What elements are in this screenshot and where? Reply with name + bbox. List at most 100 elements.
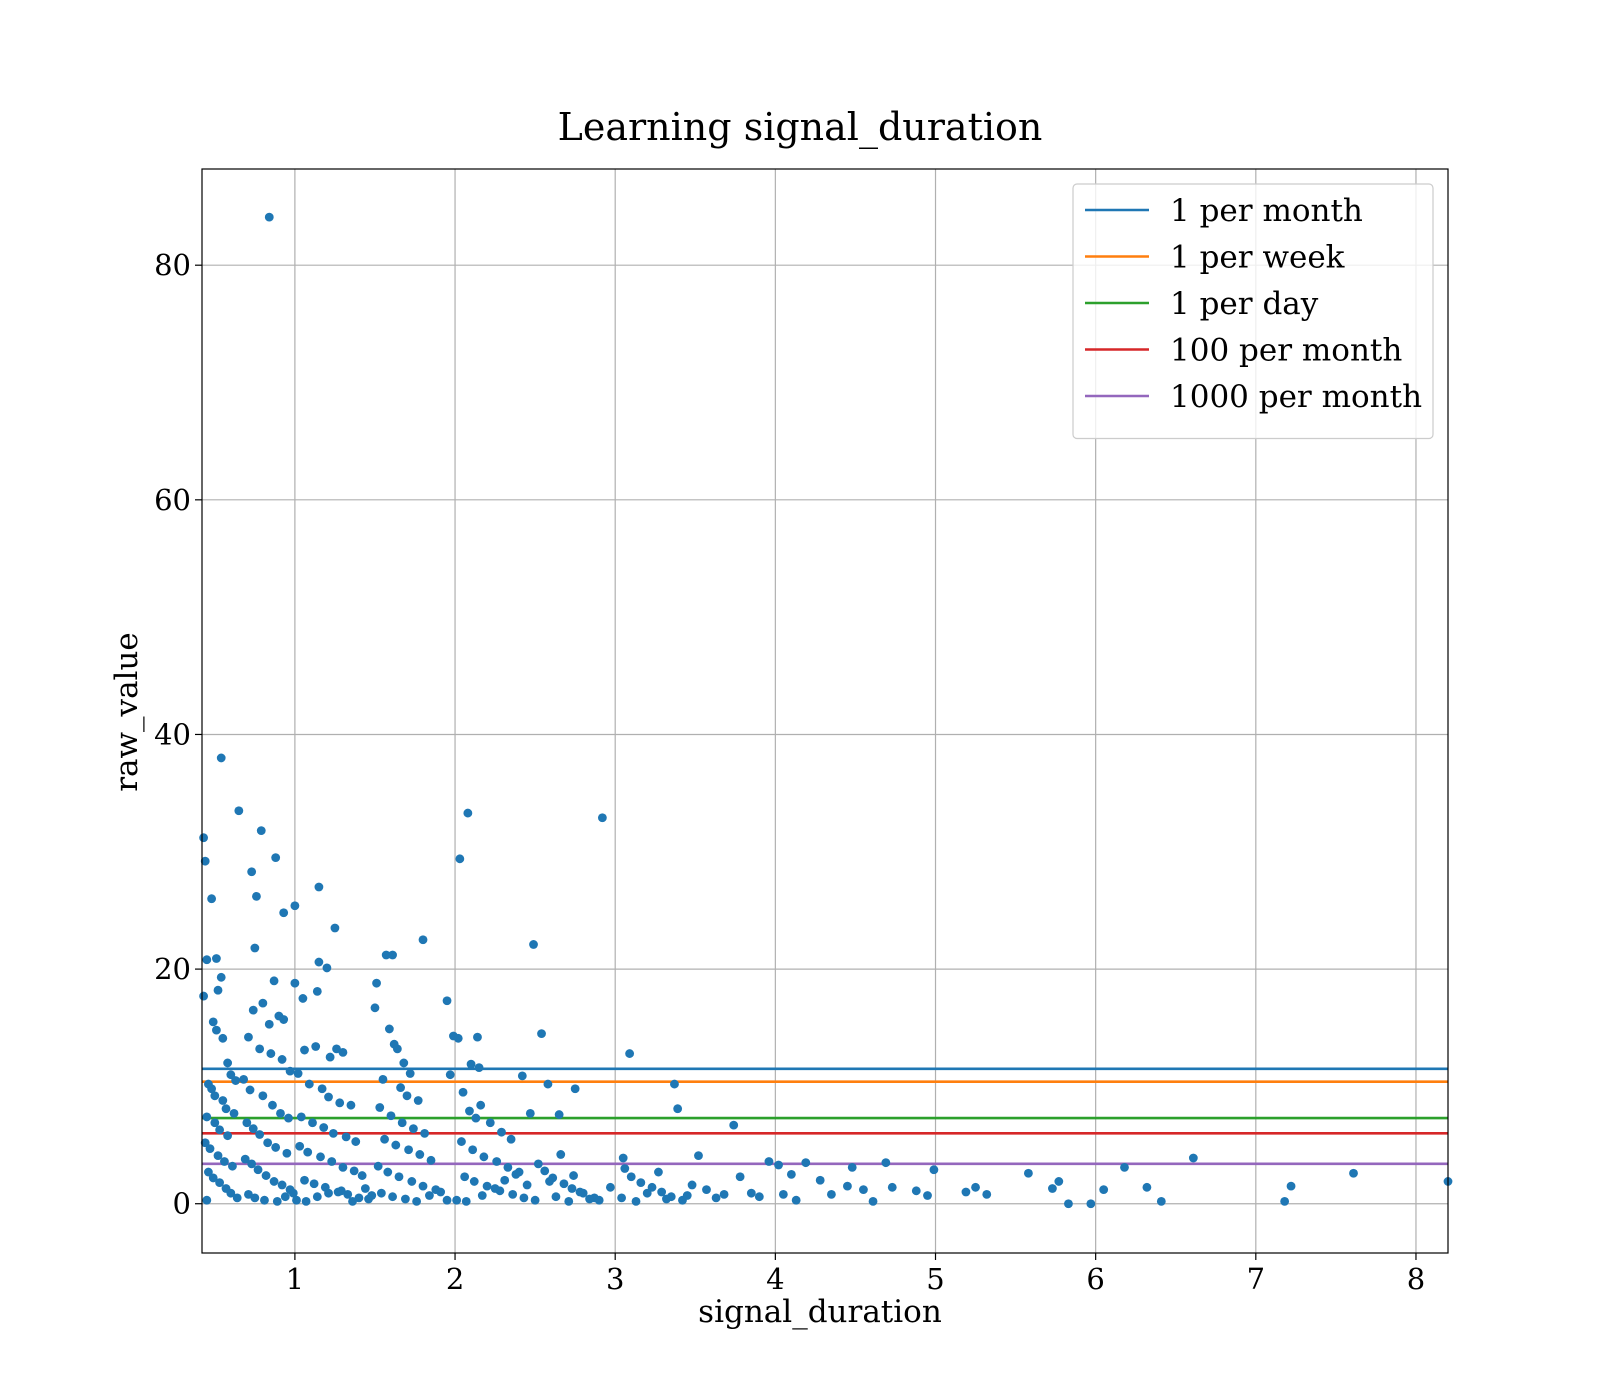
data-point xyxy=(240,1154,250,1164)
data-point xyxy=(226,1070,236,1080)
data-point xyxy=(868,1196,878,1206)
data-point xyxy=(479,1152,489,1162)
data-point xyxy=(348,1196,357,1206)
data-point xyxy=(221,1104,231,1114)
data-point xyxy=(311,1042,321,1051)
data-point xyxy=(357,1171,367,1180)
data-point xyxy=(292,1195,301,1205)
data-point xyxy=(815,1175,825,1185)
data-point xyxy=(244,1189,253,1199)
data-point xyxy=(324,1188,333,1198)
x-tick-label: 2 xyxy=(446,1262,464,1296)
data-point xyxy=(597,813,607,823)
data-point xyxy=(911,1186,921,1196)
data-point xyxy=(389,1039,399,1049)
data-point xyxy=(1086,1199,1096,1209)
data-point xyxy=(335,1098,345,1108)
data-point xyxy=(859,1185,868,1195)
data-point xyxy=(460,1172,470,1182)
data-point xyxy=(746,1188,756,1198)
data-point xyxy=(298,994,308,1003)
data-point xyxy=(277,1055,287,1064)
data-point xyxy=(269,1177,279,1186)
data-point xyxy=(473,1032,482,1042)
data-point xyxy=(687,1180,697,1190)
data-point xyxy=(247,867,257,877)
data-point xyxy=(314,882,324,892)
data-point xyxy=(402,1091,412,1101)
chart-title: Learning signal_duration xyxy=(558,105,1043,150)
x-tick-label: 4 xyxy=(766,1262,784,1296)
data-point xyxy=(791,1195,801,1205)
data-point xyxy=(482,1181,492,1191)
data-point xyxy=(694,1151,703,1161)
data-point xyxy=(304,1079,314,1089)
data-point xyxy=(594,1195,604,1205)
x-tick-label: 3 xyxy=(606,1262,624,1296)
data-point xyxy=(786,1169,796,1179)
data-point xyxy=(202,1195,212,1205)
data-point xyxy=(442,996,452,1006)
data-point xyxy=(266,1049,276,1058)
data-point xyxy=(567,1184,577,1193)
data-point xyxy=(279,1015,289,1024)
data-point xyxy=(380,1134,389,1144)
data-point xyxy=(774,1160,783,1170)
data-point xyxy=(418,1181,428,1191)
data-point xyxy=(349,1166,359,1176)
data-point xyxy=(394,1172,404,1182)
data-point xyxy=(570,1084,580,1094)
data-point xyxy=(407,1177,417,1186)
data-point xyxy=(248,1124,258,1134)
data-point xyxy=(702,1185,711,1195)
data-point xyxy=(961,1187,971,1197)
data-point xyxy=(330,923,340,933)
data-point xyxy=(497,1127,506,1137)
data-point xyxy=(232,1193,242,1203)
data-point xyxy=(370,1003,380,1013)
data-point xyxy=(218,1096,228,1105)
data-point xyxy=(490,1184,500,1193)
data-point xyxy=(200,856,210,866)
data-point xyxy=(208,1173,218,1183)
reference-lines xyxy=(202,1067,1448,1166)
data-point xyxy=(376,1188,386,1198)
data-point xyxy=(522,1180,532,1190)
y-tick-label: 60 xyxy=(154,483,191,517)
data-point xyxy=(308,1118,317,1128)
data-point xyxy=(551,1192,561,1202)
data-point xyxy=(471,1113,481,1123)
data-point xyxy=(445,1070,455,1080)
data-point xyxy=(517,1071,527,1081)
data-point xyxy=(1156,1196,1166,1206)
data-point xyxy=(200,1138,210,1148)
data-point xyxy=(378,1074,388,1084)
data-point xyxy=(468,1145,478,1155)
data-point xyxy=(556,1150,566,1159)
data-point xyxy=(617,1193,627,1203)
data-point xyxy=(336,1186,346,1196)
data-point xyxy=(485,1118,495,1128)
data-point xyxy=(218,1033,228,1043)
data-point xyxy=(312,1192,322,1202)
data-point xyxy=(729,1120,739,1130)
data-point xyxy=(529,940,538,949)
data-point xyxy=(533,1159,543,1169)
data-point xyxy=(455,854,465,864)
data-point xyxy=(250,943,260,953)
data-point xyxy=(388,950,397,960)
data-point xyxy=(618,1153,628,1163)
data-point xyxy=(332,1044,341,1054)
data-point xyxy=(300,1045,309,1055)
data-point xyxy=(764,1157,774,1166)
data-point xyxy=(314,957,324,967)
data-point xyxy=(412,1196,422,1206)
data-point xyxy=(338,1162,348,1172)
y-tick-label: 20 xyxy=(154,952,191,986)
data-point xyxy=(210,1118,220,1128)
x-tick-label: 5 xyxy=(926,1262,944,1296)
data-point xyxy=(223,1058,233,1068)
data-point xyxy=(1188,1153,1198,1163)
